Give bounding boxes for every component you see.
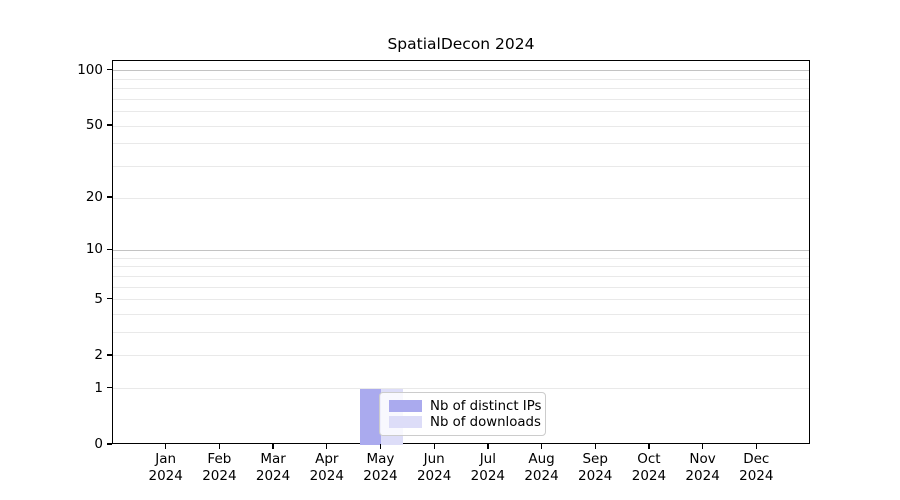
legend-label-downloads: Nb of downloads	[430, 414, 541, 430]
legend-item-downloads: Nb of downloads	[389, 415, 541, 430]
plot-area: Nb of distinct IPs Nb of downloads	[112, 60, 810, 445]
y-axis-tick	[106, 354, 112, 356]
x-axis-tick-label: Feb 2024	[202, 451, 237, 484]
x-axis-tick-label: Dec 2024	[739, 451, 774, 484]
y-axis-tick	[106, 298, 112, 300]
x-axis-tick-label: Mar 2024	[255, 451, 291, 484]
gridline-minor	[113, 286, 809, 288]
gridline-minor	[113, 299, 809, 301]
x-axis-tick	[702, 444, 704, 449]
y-axis-tick-label: 50	[85, 117, 103, 134]
y-axis-tick	[106, 124, 112, 126]
x-axis-tick-label: Nov 2024	[685, 451, 720, 484]
gridline-minor	[113, 197, 809, 199]
x-axis-tick	[218, 444, 221, 449]
gridline-minor	[113, 266, 809, 268]
y-axis-tick-label: 2	[94, 346, 103, 363]
gridline-minor	[113, 388, 809, 390]
gridline-minor	[113, 165, 809, 167]
x-axis-tick-label: Apr 2024	[309, 451, 344, 484]
y-axis-tick-label: 100	[77, 61, 103, 78]
gridline-minor	[113, 332, 809, 334]
gridline-major	[113, 70, 809, 72]
y-axis-tick-label: 1	[94, 379, 103, 396]
legend-item-distinct-ips: Nb of distinct IPs	[389, 399, 541, 414]
gridline-minor	[113, 78, 809, 80]
x-axis-tick	[379, 444, 382, 449]
x-axis-tick-label: Sep 2024	[578, 451, 613, 484]
gridline-minor	[113, 87, 809, 89]
gridline-minor	[113, 257, 809, 259]
x-axis-tick-label: Jun 2024	[416, 451, 452, 484]
gridline-minor	[113, 111, 809, 112]
x-axis-tick	[487, 444, 489, 449]
x-axis-tick	[648, 444, 650, 449]
legend-swatch-downloads	[389, 416, 422, 428]
x-axis-tick	[165, 444, 167, 449]
gridline-minor	[113, 98, 809, 100]
legend-swatch-distinct-ips	[389, 400, 422, 412]
y-axis-tick	[106, 68, 112, 71]
gridline-minor	[113, 313, 809, 315]
y-axis-tick-label: 20	[85, 189, 103, 205]
gridline-major	[113, 249, 809, 251]
x-axis-tick	[433, 444, 435, 449]
gridline-minor	[113, 143, 809, 145]
x-axis-tick-label: Jul 2024	[470, 451, 506, 484]
x-axis-tick-label: May 2024	[363, 451, 398, 484]
x-axis-tick-label: Oct 2024	[631, 451, 667, 484]
y-axis-tick	[106, 387, 112, 389]
gridline-minor	[113, 355, 809, 357]
bar-may-distinct-ips	[359, 388, 382, 445]
chart-title: SpatialDecon 2024	[387, 35, 535, 53]
y-axis-tick-label: 0	[94, 436, 103, 452]
legend: Nb of distinct IPs Nb of downloads	[379, 392, 546, 436]
x-axis-tick-label: Jan 2024	[148, 451, 183, 484]
x-axis-tick-label: Aug 2024	[524, 451, 559, 484]
x-axis-tick	[272, 444, 274, 449]
x-axis-tick	[540, 444, 543, 449]
x-axis-tick	[326, 444, 328, 449]
gridline-minor	[113, 275, 809, 277]
y-axis-tick	[106, 196, 112, 198]
legend-label-distinct-ips: Nb of distinct IPs	[430, 398, 542, 414]
x-axis-tick	[594, 444, 596, 449]
y-axis-tick-label: 5	[94, 290, 103, 307]
y-axis-tick	[106, 248, 112, 251]
y-axis-tick	[106, 443, 112, 445]
y-axis-tick-label: 10	[85, 241, 103, 258]
x-axis-tick	[755, 444, 757, 449]
gridline-minor	[113, 125, 809, 127]
